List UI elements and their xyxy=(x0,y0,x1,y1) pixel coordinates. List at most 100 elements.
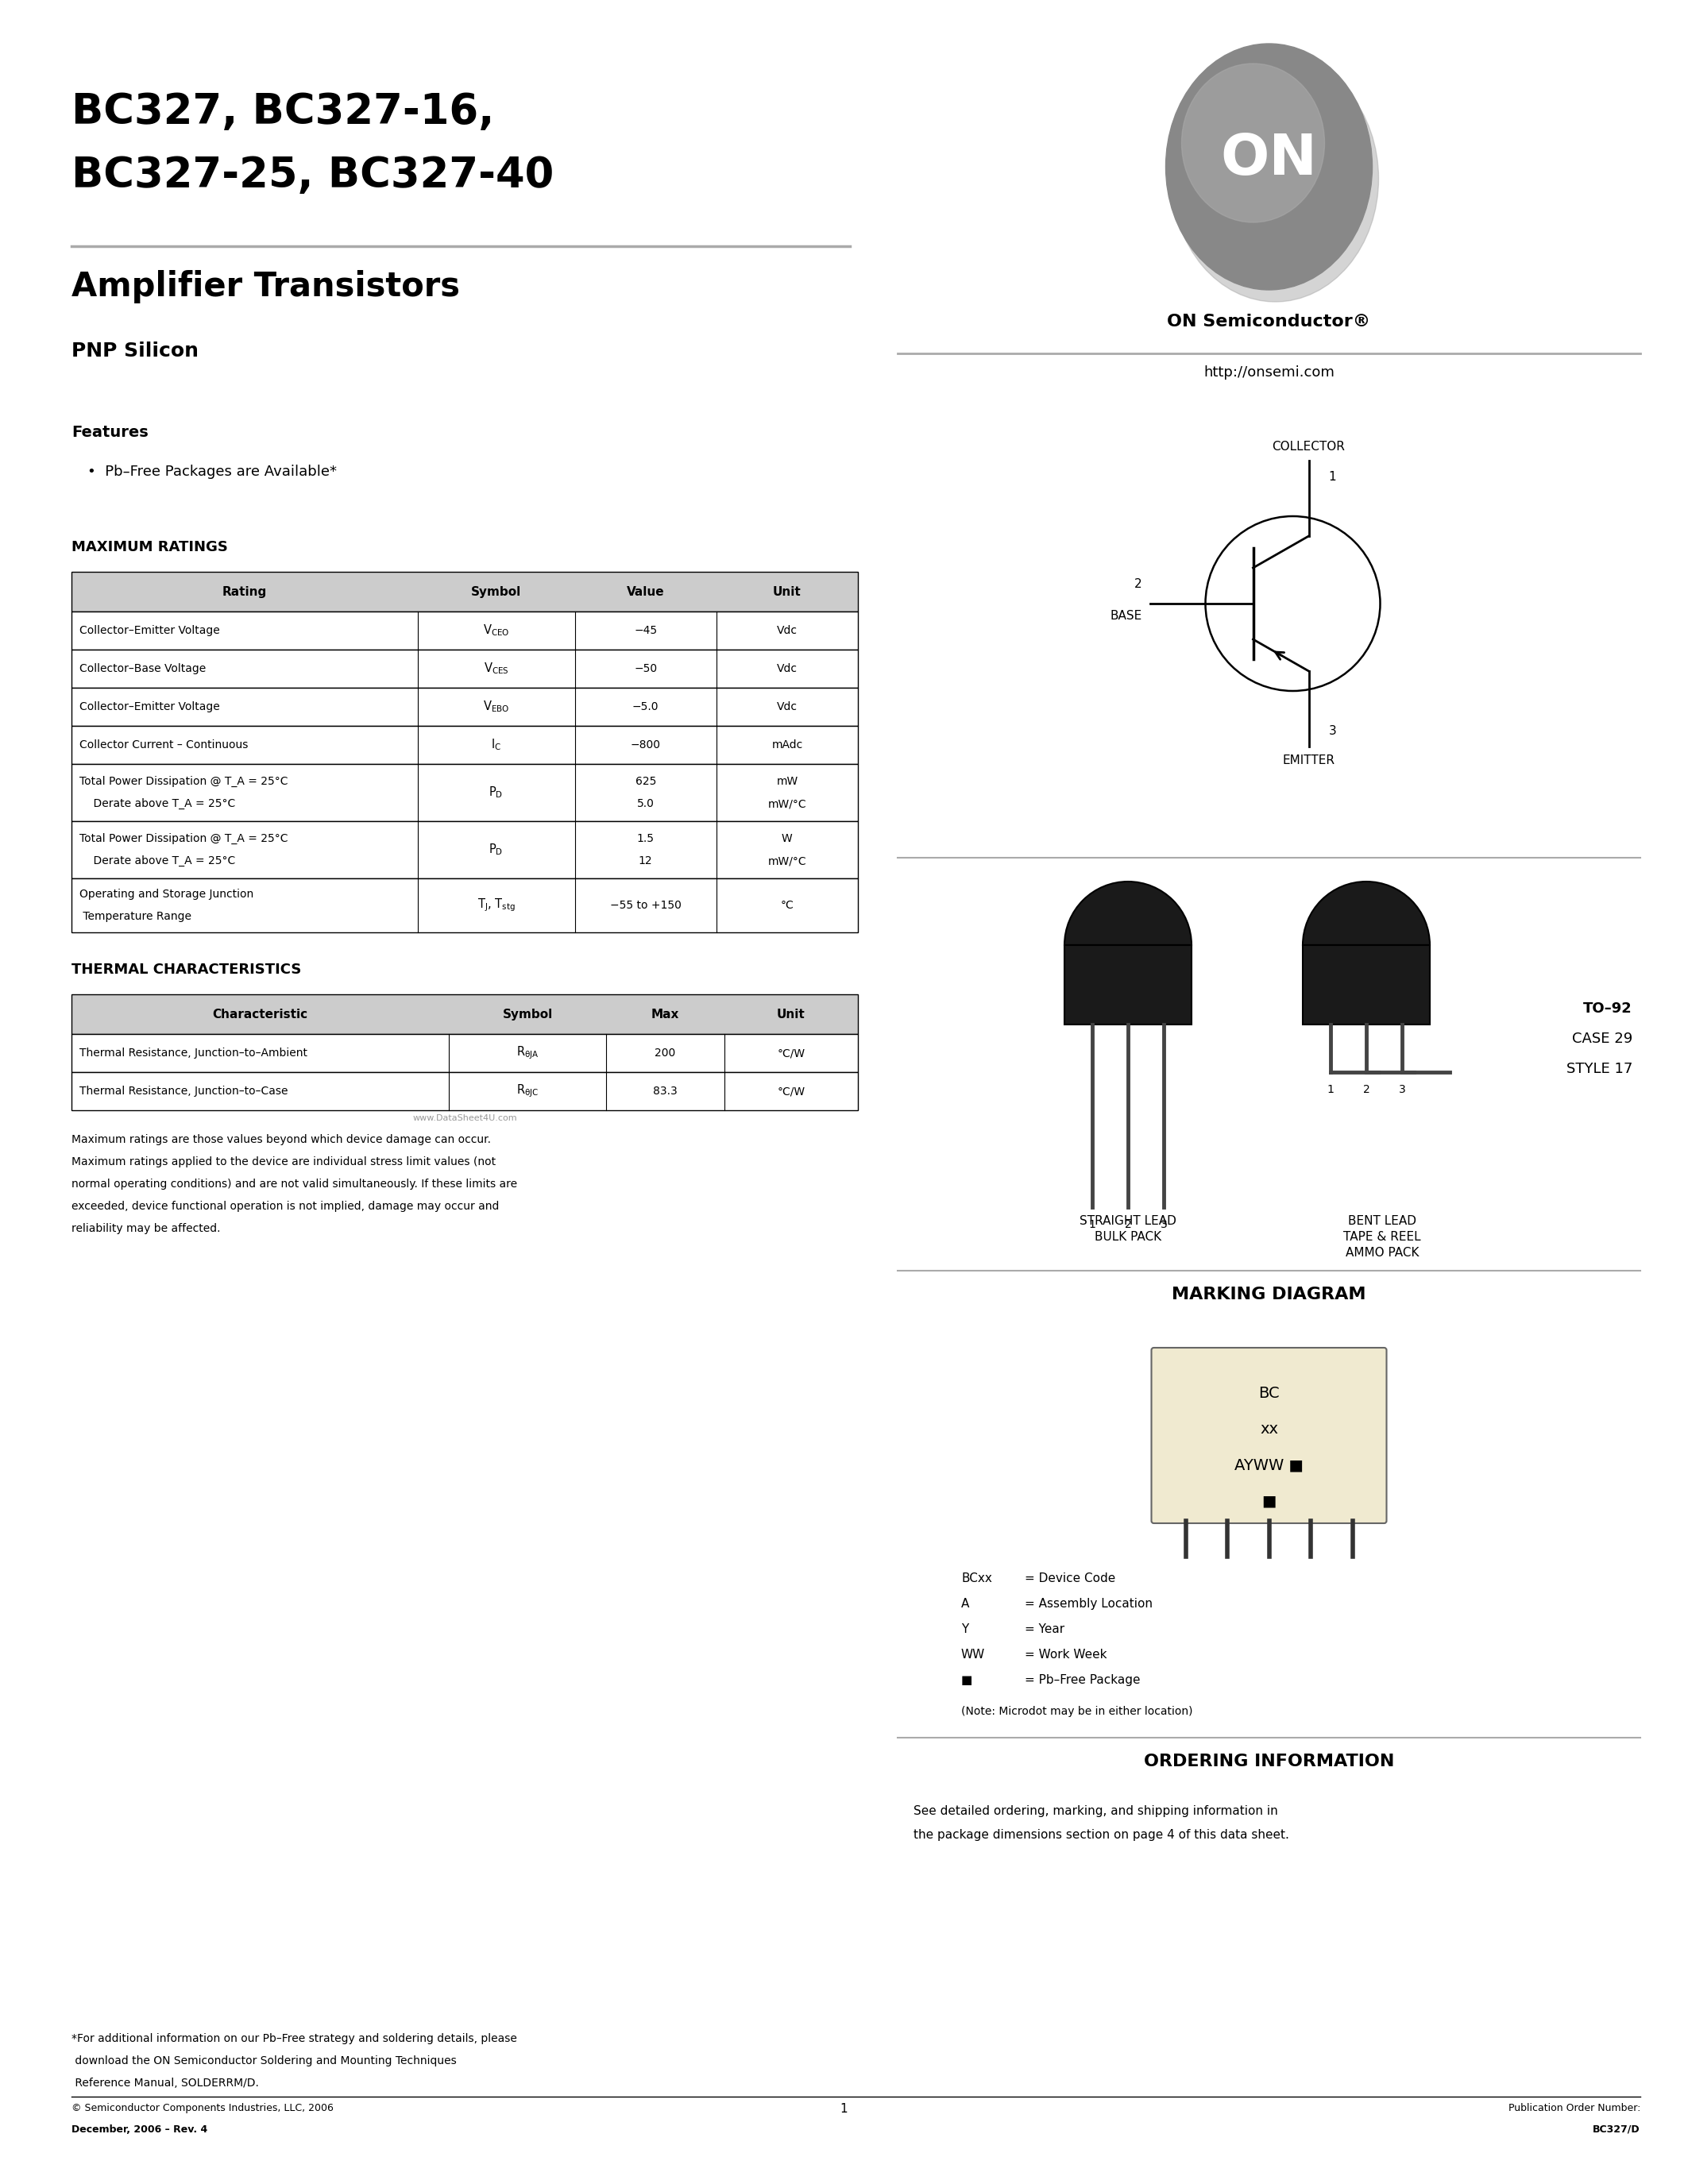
Text: −800: −800 xyxy=(631,740,660,751)
Text: Thermal Resistance, Junction–to–Case: Thermal Resistance, Junction–to–Case xyxy=(79,1085,289,1096)
Bar xyxy=(71,612,858,649)
Text: Derate above T_A = 25°C: Derate above T_A = 25°C xyxy=(79,799,235,810)
Text: BC: BC xyxy=(1259,1387,1280,1400)
Text: Derate above T_A = 25°C: Derate above T_A = 25°C xyxy=(79,856,235,867)
Wedge shape xyxy=(1303,882,1430,946)
Text: BC327/D: BC327/D xyxy=(1593,2125,1641,2134)
Wedge shape xyxy=(1065,882,1192,946)
Text: normal operating conditions) and are not valid simultaneously. If these limits a: normal operating conditions) and are not… xyxy=(71,1179,517,1190)
Text: 3: 3 xyxy=(1160,1219,1166,1230)
Text: 2: 2 xyxy=(1134,579,1141,590)
Text: •  Pb–Free Packages are Available*: • Pb–Free Packages are Available* xyxy=(88,465,338,478)
Text: 1: 1 xyxy=(1089,1219,1096,1230)
Bar xyxy=(1065,946,1192,1024)
Text: BASE: BASE xyxy=(1111,609,1141,622)
Text: 2: 2 xyxy=(1124,1219,1131,1230)
Bar xyxy=(71,821,858,878)
Text: (Note: Microdot may be in either location): (Note: Microdot may be in either locatio… xyxy=(960,1706,1193,1717)
Text: mW: mW xyxy=(776,775,798,786)
Text: THERMAL CHARACTERISTICS: THERMAL CHARACTERISTICS xyxy=(71,963,302,976)
Text: Thermal Resistance, Junction–to–Ambient: Thermal Resistance, Junction–to–Ambient xyxy=(79,1048,307,1059)
Text: −55 to +150: −55 to +150 xyxy=(609,900,682,911)
Bar xyxy=(71,572,858,612)
Text: I$_{\rm C}$: I$_{\rm C}$ xyxy=(491,738,501,751)
Text: Temperature Range: Temperature Range xyxy=(79,911,191,922)
Text: CASE 29: CASE 29 xyxy=(1572,1031,1632,1046)
Text: Symbol: Symbol xyxy=(471,585,522,598)
Text: See detailed ordering, marking, and shipping information in: See detailed ordering, marking, and ship… xyxy=(913,1806,1278,1817)
Text: P$_{\rm D}$: P$_{\rm D}$ xyxy=(490,843,503,856)
Text: MARKING DIAGRAM: MARKING DIAGRAM xyxy=(1171,1286,1366,1302)
Text: Max: Max xyxy=(652,1009,679,1020)
Text: STYLE 17: STYLE 17 xyxy=(1566,1061,1632,1077)
Text: = Work Week: = Work Week xyxy=(1025,1649,1107,1660)
Text: Vdc: Vdc xyxy=(776,701,797,712)
Text: AYWW ■: AYWW ■ xyxy=(1234,1457,1303,1472)
Text: −45: −45 xyxy=(635,625,657,636)
Text: Vdc: Vdc xyxy=(776,625,797,636)
Text: BCxx: BCxx xyxy=(960,1572,993,1583)
Text: ON Semiconductor®: ON Semiconductor® xyxy=(1168,314,1371,330)
Text: Symbol: Symbol xyxy=(503,1009,552,1020)
Text: V$_{\rm CES}$: V$_{\rm CES}$ xyxy=(483,662,508,677)
Bar xyxy=(71,994,858,1033)
Bar xyxy=(71,688,858,725)
Text: = Device Code: = Device Code xyxy=(1025,1572,1116,1583)
Text: 83.3: 83.3 xyxy=(653,1085,677,1096)
Text: Maximum ratings applied to the device are individual stress limit values (not: Maximum ratings applied to the device ar… xyxy=(71,1155,496,1168)
Text: 3: 3 xyxy=(1399,1083,1406,1094)
Text: mAdc: mAdc xyxy=(771,740,803,751)
Text: T$_{\rm J}$, T$_{\rm stg}$: T$_{\rm J}$, T$_{\rm stg}$ xyxy=(478,898,515,913)
Bar xyxy=(71,878,858,933)
Text: December, 2006 – Rev. 4: December, 2006 – Rev. 4 xyxy=(71,2125,208,2134)
Text: V$_{\rm CEO}$: V$_{\rm CEO}$ xyxy=(483,622,510,638)
Text: BC327-25, BC327-40: BC327-25, BC327-40 xyxy=(71,155,554,197)
Text: Features: Features xyxy=(71,426,149,439)
Text: *For additional information on our Pb–Free strategy and soldering details, pleas: *For additional information on our Pb–Fr… xyxy=(71,2033,517,2044)
Text: ■: ■ xyxy=(960,1675,972,1686)
Text: mW/°C: mW/°C xyxy=(768,799,807,810)
Text: Total Power Dissipation @ T_A = 25°C: Total Power Dissipation @ T_A = 25°C xyxy=(79,832,289,843)
Text: EMITTER: EMITTER xyxy=(1283,753,1335,767)
Bar xyxy=(1303,946,1430,1024)
FancyBboxPatch shape xyxy=(1151,1348,1386,1522)
Bar xyxy=(71,1033,858,1072)
Text: Vdc: Vdc xyxy=(776,664,797,675)
Text: = Assembly Location: = Assembly Location xyxy=(1025,1599,1153,1610)
Text: Publication Order Number:: Publication Order Number: xyxy=(1507,2103,1641,2114)
Text: © Semiconductor Components Industries, LLC, 2006: © Semiconductor Components Industries, L… xyxy=(71,2103,334,2114)
Text: Y: Y xyxy=(960,1623,969,1636)
Text: BC327, BC327-16,: BC327, BC327-16, xyxy=(71,92,495,133)
Text: 5.0: 5.0 xyxy=(636,799,655,810)
Text: WW: WW xyxy=(960,1649,986,1660)
Text: 625: 625 xyxy=(635,775,657,786)
Text: mW/°C: mW/°C xyxy=(768,856,807,867)
Text: −5.0: −5.0 xyxy=(633,701,658,712)
Text: P$_{\rm D}$: P$_{\rm D}$ xyxy=(490,786,503,799)
Text: 1: 1 xyxy=(1328,470,1337,483)
Text: °C/W: °C/W xyxy=(776,1085,805,1096)
Text: A: A xyxy=(960,1599,969,1610)
Bar xyxy=(71,649,858,688)
Bar xyxy=(71,764,858,821)
Text: Characteristic: Characteristic xyxy=(213,1009,307,1020)
Text: 200: 200 xyxy=(655,1048,675,1059)
Ellipse shape xyxy=(1182,63,1325,223)
Text: PNP Silicon: PNP Silicon xyxy=(71,341,199,360)
Ellipse shape xyxy=(1171,55,1379,301)
Text: http://onsemi.com: http://onsemi.com xyxy=(1204,365,1335,380)
Text: 12: 12 xyxy=(638,856,653,867)
Text: Operating and Storage Junction: Operating and Storage Junction xyxy=(79,889,253,900)
Text: Unit: Unit xyxy=(776,1009,805,1020)
Text: Amplifier Transistors: Amplifier Transistors xyxy=(71,271,459,304)
Text: Value: Value xyxy=(626,585,665,598)
Text: the package dimensions section on page 4 of this data sheet.: the package dimensions section on page 4… xyxy=(913,1828,1290,1841)
Text: V$_{\rm EBO}$: V$_{\rm EBO}$ xyxy=(483,699,510,714)
Text: = Pb–Free Package: = Pb–Free Package xyxy=(1025,1675,1141,1686)
Text: xx: xx xyxy=(1259,1422,1278,1437)
Text: 2: 2 xyxy=(1362,1083,1369,1094)
Text: STRAIGHT LEAD
BULK PACK: STRAIGHT LEAD BULK PACK xyxy=(1080,1214,1177,1243)
Text: 1: 1 xyxy=(841,2103,847,2114)
Text: Collector–Emitter Voltage: Collector–Emitter Voltage xyxy=(79,701,219,712)
Text: Reference Manual, SOLDERRM/D.: Reference Manual, SOLDERRM/D. xyxy=(71,2077,258,2088)
